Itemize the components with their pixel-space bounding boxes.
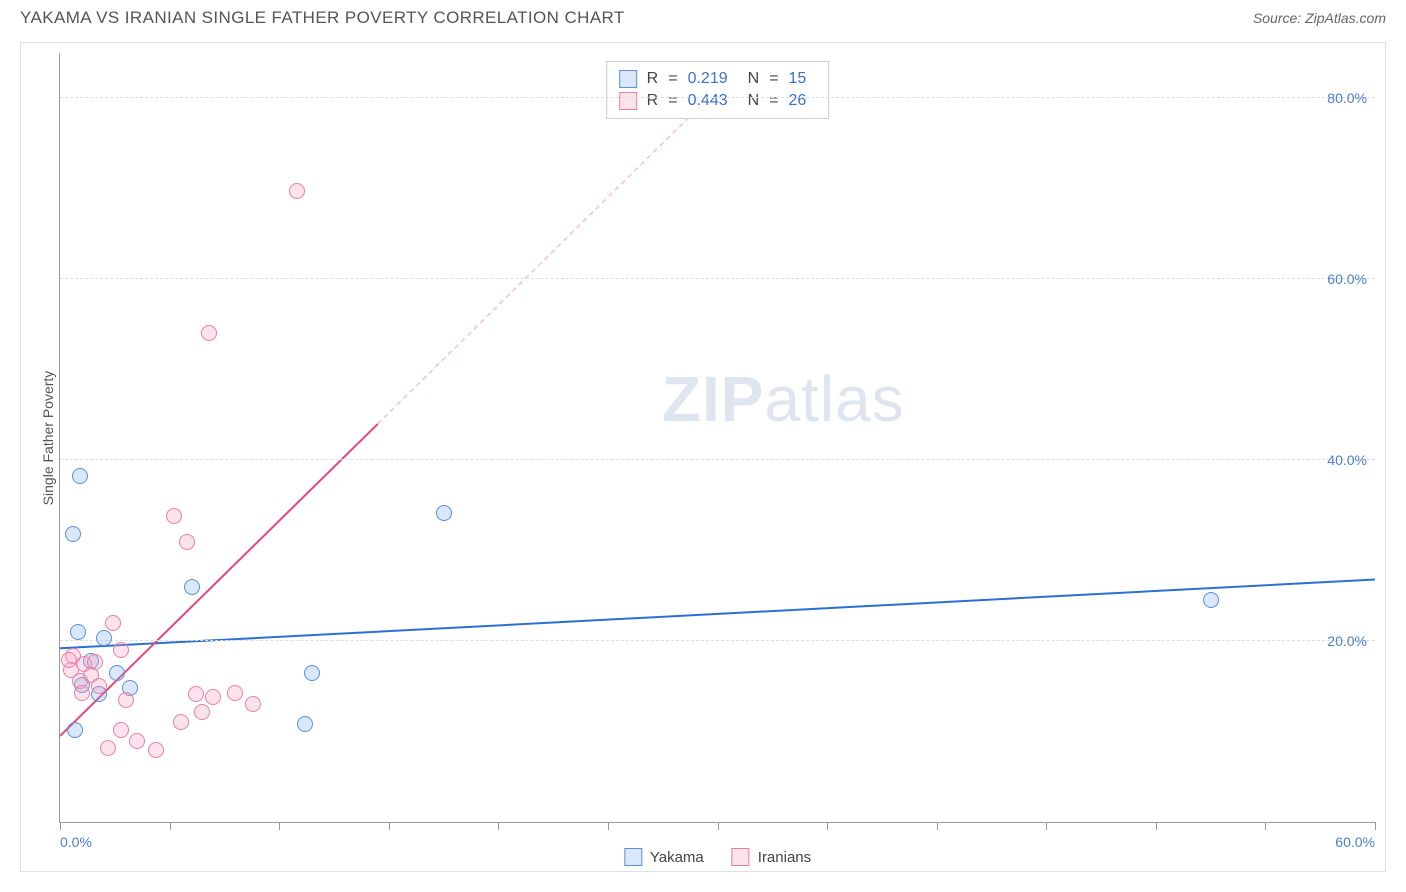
- y-tick-label: 80.0%: [1327, 90, 1367, 106]
- y-axis-label: Single Father Poverty: [40, 370, 56, 505]
- chart-header: YAKAMA VS IRANIAN SINGLE FATHER POVERTY …: [0, 0, 1406, 32]
- correlation-stats-box: R = 0.219 N = 15 R = 0.443 N = 26: [606, 61, 830, 119]
- scatter-point-iranians: [113, 722, 129, 738]
- x-tick-label: 60.0%: [1335, 834, 1375, 850]
- eq-label-b2: =: [769, 92, 778, 110]
- scatter-point-yakama: [297, 716, 313, 732]
- scatter-point-iranians: [105, 615, 121, 631]
- r-value-yakama: 0.219: [688, 70, 728, 88]
- chart-container: Single Father Poverty ZIPatlas R = 0.219…: [20, 42, 1386, 872]
- x-tick: [1265, 822, 1266, 830]
- scatter-point-iranians: [289, 183, 305, 199]
- scatter-point-yakama: [1203, 592, 1219, 608]
- scatter-point-iranians: [129, 733, 145, 749]
- x-tick: [827, 822, 828, 830]
- chart-source: Source: ZipAtlas.com: [1253, 10, 1386, 26]
- scatter-point-yakama: [436, 505, 452, 521]
- x-tick: [60, 822, 61, 830]
- scatter-point-iranians: [173, 714, 189, 730]
- x-tick: [279, 822, 280, 830]
- y-tick-label: 60.0%: [1327, 271, 1367, 287]
- scatter-point-iranians: [194, 704, 210, 720]
- scatter-point-iranians: [100, 740, 116, 756]
- x-tick: [498, 822, 499, 830]
- legend-swatch-iranians: [732, 848, 750, 866]
- scatter-point-yakama: [304, 665, 320, 681]
- swatch-iranians: [619, 92, 637, 110]
- scatter-point-iranians: [245, 696, 261, 712]
- n-label-b: N: [748, 92, 760, 110]
- legend-item-yakama: Yakama: [624, 848, 704, 866]
- scatter-point-yakama: [65, 526, 81, 542]
- legend-label-iranians: Iranians: [758, 849, 811, 866]
- scatter-point-yakama: [109, 665, 125, 681]
- scatter-point-yakama: [72, 468, 88, 484]
- plot-area: Single Father Poverty ZIPatlas R = 0.219…: [59, 53, 1375, 823]
- r-label: R: [647, 70, 659, 88]
- legend-label-yakama: Yakama: [650, 849, 704, 866]
- scatter-point-iranians: [113, 642, 129, 658]
- scatter-point-iranians: [91, 678, 107, 694]
- x-tick: [389, 822, 390, 830]
- n-value-yakama: 15: [789, 70, 807, 88]
- scatter-point-yakama: [67, 722, 83, 738]
- x-tick: [1375, 822, 1376, 830]
- swatch-yakama: [619, 70, 637, 88]
- x-tick: [1156, 822, 1157, 830]
- x-tick: [937, 822, 938, 830]
- x-tick: [718, 822, 719, 830]
- scatter-point-iranians: [61, 652, 77, 668]
- watermark-atlas: atlas: [764, 363, 904, 435]
- y-tick-label: 20.0%: [1327, 633, 1367, 649]
- x-tick: [608, 822, 609, 830]
- scatter-point-iranians: [74, 685, 90, 701]
- y-tick-label: 40.0%: [1327, 452, 1367, 468]
- stats-row-yakama: R = 0.219 N = 15: [619, 68, 817, 90]
- scatter-point-yakama: [184, 579, 200, 595]
- grid-line: [60, 278, 1375, 279]
- x-tick: [170, 822, 171, 830]
- scatter-point-iranians: [227, 685, 243, 701]
- n-label: N: [748, 70, 760, 88]
- r-value-iranians: 0.443: [688, 92, 728, 110]
- watermark-zip: ZIP: [662, 363, 765, 435]
- eq-label-b: =: [668, 92, 677, 110]
- legend: Yakama Iranians: [624, 848, 811, 866]
- grid-line: [60, 640, 1375, 641]
- eq-label-2: =: [769, 70, 778, 88]
- scatter-point-iranians: [166, 508, 182, 524]
- watermark: ZIPatlas: [662, 362, 905, 436]
- grid-line: [60, 97, 1375, 98]
- legend-swatch-yakama: [624, 848, 642, 866]
- scatter-point-yakama: [70, 624, 86, 640]
- grid-line: [60, 459, 1375, 460]
- x-tick-label: 0.0%: [60, 834, 92, 850]
- scatter-point-iranians: [201, 325, 217, 341]
- scatter-point-yakama: [96, 630, 112, 646]
- chart-title: YAKAMA VS IRANIAN SINGLE FATHER POVERTY …: [20, 8, 625, 28]
- x-tick: [1046, 822, 1047, 830]
- scatter-point-iranians: [188, 686, 204, 702]
- legend-item-iranians: Iranians: [732, 848, 811, 866]
- scatter-point-iranians: [148, 742, 164, 758]
- r-label-b: R: [647, 92, 659, 110]
- scatter-point-iranians: [118, 692, 134, 708]
- stats-row-iranians: R = 0.443 N = 26: [619, 90, 817, 112]
- scatter-point-iranians: [179, 534, 195, 550]
- eq-label: =: [668, 70, 677, 88]
- n-value-iranians: 26: [789, 92, 807, 110]
- scatter-point-iranians: [205, 689, 221, 705]
